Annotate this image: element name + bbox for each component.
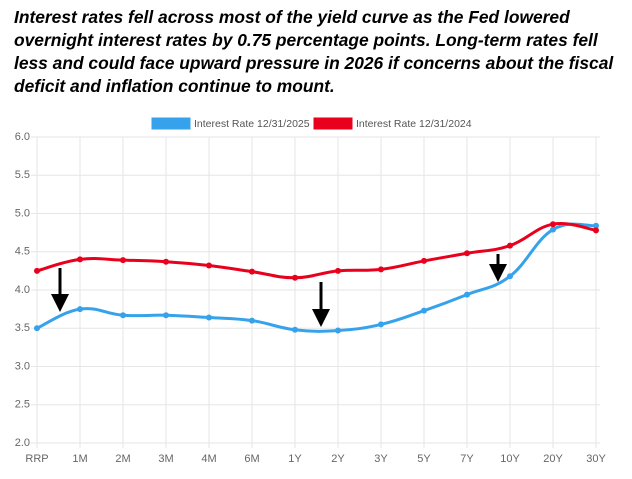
plot: [34, 221, 599, 334]
legend: Interest Rate 12/31/2025 Interest Rate 12…: [151, 117, 472, 130]
annotation-arrows: [51, 254, 507, 327]
x-tick-label: 2Y: [331, 453, 345, 465]
point: [34, 325, 40, 332]
legend-label: Interest Rate 12/31/2024: [356, 118, 472, 130]
point: [206, 314, 212, 321]
point: [464, 291, 470, 298]
y-tick-label: 3.5: [15, 322, 30, 334]
point: [77, 306, 83, 313]
grid: 2.0 2.5 3.0 3.5 4.0 4.5 5.0 5.5 6.0 RRP 1M 2M 3M 4M 6M…: [15, 131, 607, 465]
legend-label: Interest Rate 12/31/2025: [194, 118, 310, 130]
y-tick-label: 2.0: [15, 437, 30, 449]
x-tick-label: 3Y: [374, 453, 388, 465]
point: [249, 317, 255, 324]
point: [335, 267, 341, 274]
point: [593, 227, 599, 234]
legend-swatch: [151, 117, 191, 130]
point: [292, 326, 298, 333]
point: [163, 258, 169, 265]
point: [249, 268, 255, 275]
x-tick-label: 2M: [115, 453, 130, 465]
point: [550, 221, 556, 228]
point: [593, 222, 599, 229]
x-tick-label: RRP: [25, 453, 48, 465]
y-tick-label: 2.5: [15, 399, 30, 411]
chart-title: Interest rates fell across most of the y…: [14, 7, 614, 96]
point: [507, 273, 513, 280]
point: [163, 312, 169, 319]
point: [464, 250, 470, 257]
point: [421, 307, 427, 314]
point: [378, 321, 384, 328]
point: [120, 312, 126, 319]
x-tick-label: 10Y: [500, 453, 520, 465]
y-tick-label: 5.5: [15, 169, 30, 181]
point: [550, 226, 556, 233]
y-tick-label: 3.0: [15, 360, 30, 372]
y-tick-label: 4.5: [15, 246, 30, 258]
point: [206, 262, 212, 269]
x-tick-label: 20Y: [543, 453, 563, 465]
point: [34, 267, 40, 274]
point: [77, 256, 83, 263]
point: [120, 257, 126, 264]
x-tick-label: 5Y: [417, 453, 431, 465]
point: [507, 242, 513, 249]
x-tick-label: 6M: [244, 453, 259, 465]
point: [335, 327, 341, 334]
x-tick-label: 4M: [201, 453, 216, 465]
point: [421, 257, 427, 264]
series-line: [36, 222, 597, 280]
point: [292, 274, 298, 281]
y-tick-label: 5.0: [15, 207, 30, 219]
legend-swatch: [313, 117, 353, 130]
x-tick-label: 1Y: [288, 453, 302, 465]
point: [378, 266, 384, 273]
y-tick-label: 6.0: [15, 131, 30, 143]
x-tick-label: 1M: [72, 453, 87, 465]
x-tick-label: 3M: [158, 453, 173, 465]
x-tick-label: 7Y: [460, 453, 474, 465]
y-tick-label: 4.0: [15, 284, 30, 296]
x-tick-label: 30Y: [586, 453, 606, 465]
